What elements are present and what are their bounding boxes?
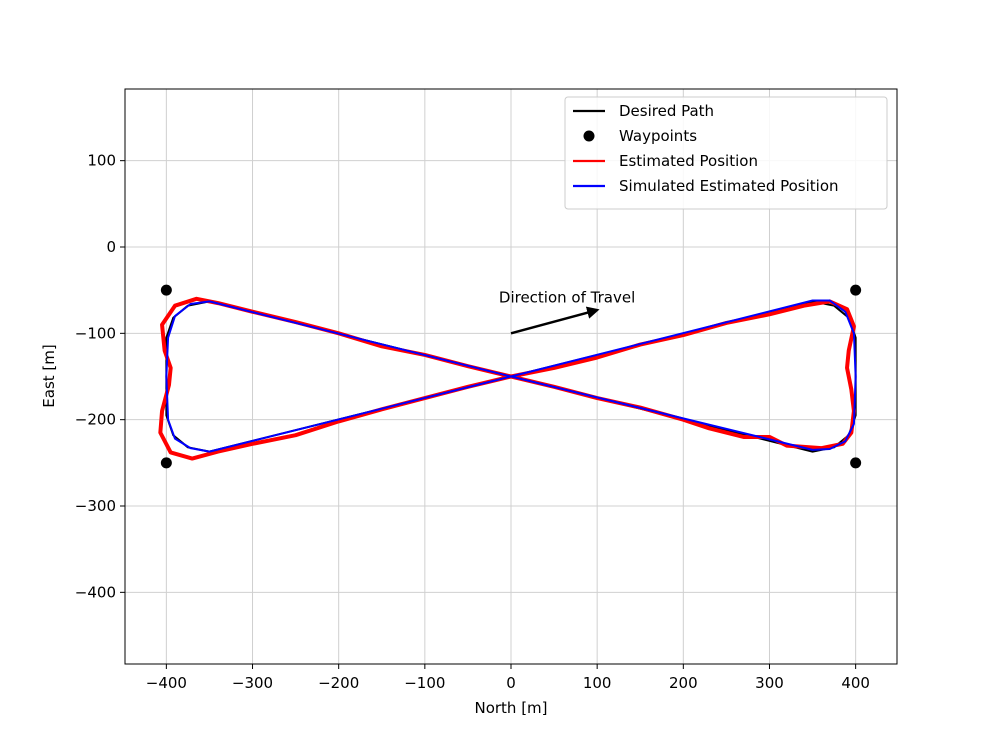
legend-marker [583,130,595,142]
x-tick-label: 100 [583,674,612,692]
x-tick-label: −400 [146,674,187,692]
waypoint [160,284,172,296]
x-tick-label: 0 [506,674,516,692]
legend-label: Desired Path [619,102,714,120]
y-tick-label: 0 [106,238,116,256]
y-tick-label: −200 [75,411,116,429]
waypoint [160,457,172,469]
legend-label: Waypoints [619,127,697,145]
y-axis-label: East [m] [40,344,58,407]
y-tick-label: −300 [75,497,116,515]
x-tick-label: −200 [318,674,359,692]
legend-box [564,96,888,210]
legend-label: Estimated Position [619,152,758,170]
y-tick-label: −400 [75,583,116,601]
legend-label: Simulated Estimated Position [619,177,839,195]
annotation-arrow [510,306,600,335]
x-tick-label: 300 [755,674,784,692]
waypoint [850,457,862,469]
x-tick-label: −300 [232,674,273,692]
annotation-text: Direction of Travel [499,288,635,306]
series-line [165,299,857,453]
x-axis-label: North [m] [474,699,547,717]
x-tick-label: −100 [404,674,445,692]
x-tick-label: 400 [841,674,870,692]
x-tick-label: 200 [669,674,698,692]
waypoint [850,284,862,296]
y-tick-label: 100 [87,152,116,170]
y-tick-label: −100 [75,324,116,342]
